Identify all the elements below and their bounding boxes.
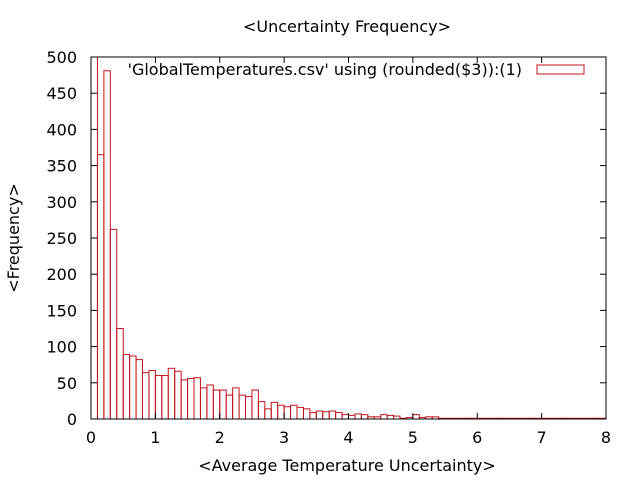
x-tick-label: 6 [472,428,482,447]
histogram-bar [122,354,131,420]
histogram-bar [206,384,214,420]
x-axis-label: <Average Temperature Uncertainty> [198,456,496,475]
histogram-bar [302,408,311,420]
x-tick-label: 0 [86,428,96,447]
histogram-bar [232,387,240,420]
histogram-bar [290,404,298,420]
chart-title: <Uncertainty Frequency> [243,17,451,36]
histogram-bar [154,375,163,420]
y-tick-label: 350 [46,157,77,176]
histogram-bar [238,394,246,420]
x-tick-label: 1 [150,428,160,447]
y-tick-label: 50 [57,374,77,393]
y-tick-label: 450 [46,84,77,103]
y-tick-label: 400 [46,120,77,139]
legend-label: 'GlobalTemperatures.csv' using (rounded(… [128,60,522,79]
histogram-bar [148,369,156,420]
histogram-bar [212,389,221,420]
histogram-bar [129,355,137,420]
histogram-bar [322,411,330,420]
histogram-bar [354,413,362,420]
histogram-bar [225,394,234,420]
histogram-bar [348,414,356,420]
y-tick-label: 200 [46,265,77,284]
histogram-bar [341,414,349,420]
histogram-bar [335,411,343,420]
histogram-bar [103,70,111,420]
histogram-bar [109,228,118,420]
legend-swatch [536,64,585,75]
histogram-bar [199,387,208,420]
histogram-bar [167,367,176,420]
histogram-bar [245,396,253,420]
x-tick-label: 2 [215,428,225,447]
histogram-bar [193,377,201,420]
histogram-bar [309,411,317,420]
bars-layer [90,56,607,420]
histogram-bar [219,389,227,420]
histogram-bar [296,406,304,420]
plot-frame [90,56,607,420]
y-tick-label: 500 [46,48,77,67]
histogram-bar [315,410,324,420]
histogram-bar [360,414,369,420]
histogram-bar [180,379,189,420]
histogram-bar [251,389,259,420]
x-tick-label: 5 [408,428,418,447]
ticks-layer: 0 1 2 3 4 5 6 7 8 0 50 100 150 200 250 300 350 400 450 500 [46,48,611,447]
histogram-bar [135,359,143,420]
x-tick-label: 3 [279,428,289,447]
histogram-bar [257,401,266,420]
legend: 'GlobalTemperatures.csv' using (rounded(… [128,60,585,79]
histogram-bar [412,414,420,420]
histogram-bar [277,404,285,420]
histogram-bar [386,414,395,420]
y-axis-label: <Frequency> [4,183,23,292]
x-tick-label: 4 [343,428,353,447]
histogram-bar [380,414,388,420]
histogram-bar [174,370,182,420]
histogram-bar [328,410,337,420]
histogram-bar [116,328,124,420]
y-tick-label: 0 [67,410,77,429]
y-tick-label: 250 [46,229,77,248]
y-tick-label: 150 [46,301,77,320]
histogram-bar [96,154,105,420]
x-tick-label: 7 [537,428,547,447]
histogram-bar [270,401,279,420]
histogram-bar [161,375,169,420]
x-tick-label: 8 [601,428,611,447]
histogram-bar [264,408,272,420]
histogram-bar [187,377,195,420]
histogram-bar [142,372,150,420]
y-tick-label: 300 [46,193,77,212]
y-tick-label: 100 [46,338,77,357]
histogram-bar [283,406,292,420]
